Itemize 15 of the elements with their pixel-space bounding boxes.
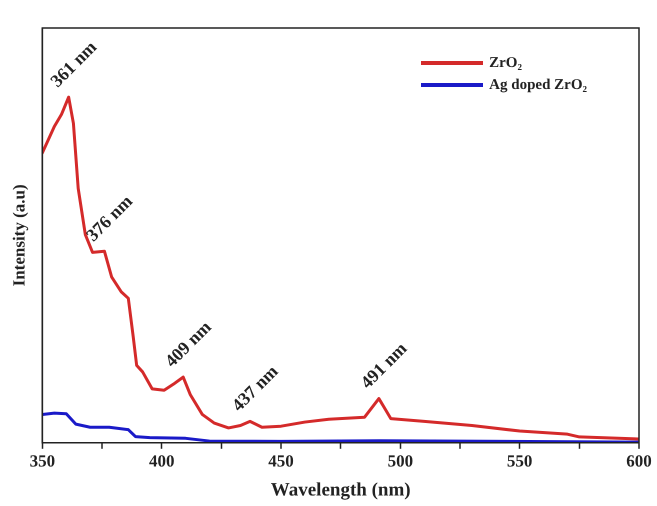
y-axis-title: Intensity (a.u): [10, 184, 29, 286]
annotation: 409 nm: [160, 316, 215, 371]
x-tick-label: 400: [148, 451, 174, 470]
x-tick-label: 450: [268, 451, 294, 470]
x-tick-label: 550: [506, 451, 532, 470]
annotation: 491 nm: [356, 338, 411, 392]
annotation: 437 nm: [228, 361, 282, 416]
annotation: 376 nm: [82, 190, 136, 246]
legend-label: Ag doped ZrO₂: [489, 76, 587, 94]
x-axis-title: Wavelength (nm): [270, 480, 411, 501]
legend-label: ZrO₂: [489, 54, 522, 72]
annotation: 361 nm: [46, 36, 100, 91]
x-tick-label: 600: [626, 451, 652, 470]
x-tick-label: 500: [388, 451, 414, 470]
x-tick-label: 350: [30, 451, 56, 470]
